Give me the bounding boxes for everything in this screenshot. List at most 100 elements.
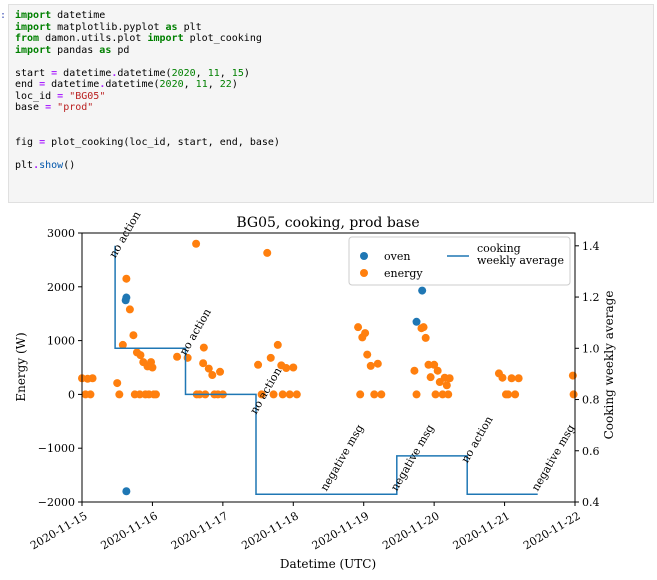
x-tick-label: 2020-11-16: [99, 509, 160, 552]
energy-point: [151, 390, 160, 399]
legend-energy-marker: [360, 269, 368, 277]
y-right-tick-label: 1.4: [582, 240, 600, 253]
y-tick-label: 1000: [47, 335, 75, 348]
code-token: datetime: [57, 67, 112, 79]
legend-label: cooking weekly average: [477, 242, 564, 267]
code-token: as: [99, 44, 112, 56]
code-token: =: [57, 90, 64, 102]
energy-point: [273, 340, 282, 349]
energy-point: [113, 379, 122, 388]
energy-point: [266, 353, 275, 362]
code-token: plot_cooking(loc_id, start, end, base): [45, 136, 280, 148]
energy-point: [370, 390, 379, 399]
code-token: ,: [219, 67, 232, 79]
energy-point: [361, 329, 370, 338]
energy-point: [366, 361, 375, 370]
code-token: datetime: [51, 10, 106, 21]
oven-point: [418, 286, 427, 295]
cooking-weekly-average-line: [114, 245, 538, 496]
legend-oven-marker: [360, 252, 368, 260]
energy-point: [514, 374, 523, 383]
energy-point: [292, 390, 301, 399]
energy-point: [216, 367, 225, 376]
energy-point: [278, 390, 287, 399]
code-token: end: [15, 79, 40, 90]
code-token: 11: [207, 67, 220, 79]
code-cell[interactable]: import datetime import matplotlib.pyplot…: [8, 4, 654, 203]
code-token: ): [243, 67, 250, 79]
x-tick-label: 2020-11-19: [310, 509, 371, 552]
chart-title: BG05, cooking, prod base: [236, 215, 419, 231]
energy-point: [199, 359, 208, 368]
x-axis-label: Datetime (UTC): [280, 557, 376, 571]
energy-point: [135, 390, 144, 399]
plot-frame: [81, 232, 576, 503]
code-token: 11: [195, 79, 208, 90]
energy-point: [433, 366, 442, 375]
energy-point: [263, 248, 272, 257]
code-token: 15: [231, 67, 244, 79]
code-token: .: [99, 79, 106, 90]
energy-point: [199, 343, 208, 352]
energy-point: [136, 351, 145, 360]
energy-point: [363, 350, 372, 359]
code-token: datetime: [45, 79, 100, 90]
y-right-tick-label: 1.2: [582, 291, 600, 304]
energy-point: [115, 390, 124, 399]
x-tick-label: 2020-11-17: [169, 509, 230, 552]
code-token: pandas: [51, 44, 100, 56]
energy-point: [129, 331, 138, 340]
annotation-label: negative msg: [318, 422, 367, 493]
energy-point: [410, 366, 419, 375]
energy-point: [373, 359, 382, 368]
legend-label: energy: [384, 267, 423, 280]
energy-point: [356, 390, 365, 399]
code-token: plt: [15, 159, 34, 171]
annotation-label: negative msg: [388, 422, 437, 493]
code-token: base: [15, 102, 46, 113]
cooking-chart: BG05, cooking, prod base no action no act…: [14, 209, 616, 571]
code-token: import: [15, 44, 52, 56]
energy-point: [285, 390, 294, 399]
energy-point: [568, 371, 577, 380]
energy-point: [430, 360, 439, 369]
energy-point: [125, 305, 134, 314]
energy-point: [444, 390, 453, 399]
code-token: 22: [219, 79, 232, 90]
energy-point: [442, 381, 451, 390]
energy-point: [511, 390, 520, 399]
code-token: .: [33, 159, 40, 171]
energy-point: [426, 373, 435, 382]
energy-point: [88, 374, 97, 383]
x-tick-label: 2020-11-21: [451, 509, 512, 552]
y-right-tick-label: 0.8: [582, 394, 600, 407]
energy-point: [86, 390, 95, 399]
energy-point: [504, 390, 513, 399]
energy-point: [269, 390, 278, 399]
code-editor[interactable]: import datetime import matplotlib.pyplot…: [15, 10, 280, 171]
energy-point: [208, 371, 217, 380]
energy-point: [204, 364, 213, 373]
annotation-label: no action: [459, 414, 496, 465]
code-token: import: [147, 33, 184, 44]
energy-point: [431, 390, 440, 399]
y-right-axis-label: Cooking weekly average: [602, 291, 616, 440]
code-token: import: [15, 10, 52, 21]
energy-point: [254, 360, 263, 369]
code-token: ,: [195, 67, 208, 79]
energy-point: [354, 323, 363, 332]
y-tick-label: 3000: [47, 227, 75, 240]
code-token: loc_id: [15, 90, 58, 102]
code-token: datetime(: [117, 67, 172, 79]
code-token: (): [63, 159, 76, 171]
code-token: ,: [183, 79, 196, 90]
y-tick-label: −1000: [38, 442, 75, 455]
code-token: =: [51, 67, 58, 79]
code-token: from: [15, 33, 40, 44]
energy-point: [257, 390, 266, 399]
code-token: matplotlib.pyplot: [51, 21, 166, 33]
legend-label: oven: [384, 250, 410, 263]
annotation-label: negative msg: [529, 422, 578, 493]
oven-point: [412, 317, 421, 326]
x-tick-label: 2020-11-22: [521, 509, 582, 552]
